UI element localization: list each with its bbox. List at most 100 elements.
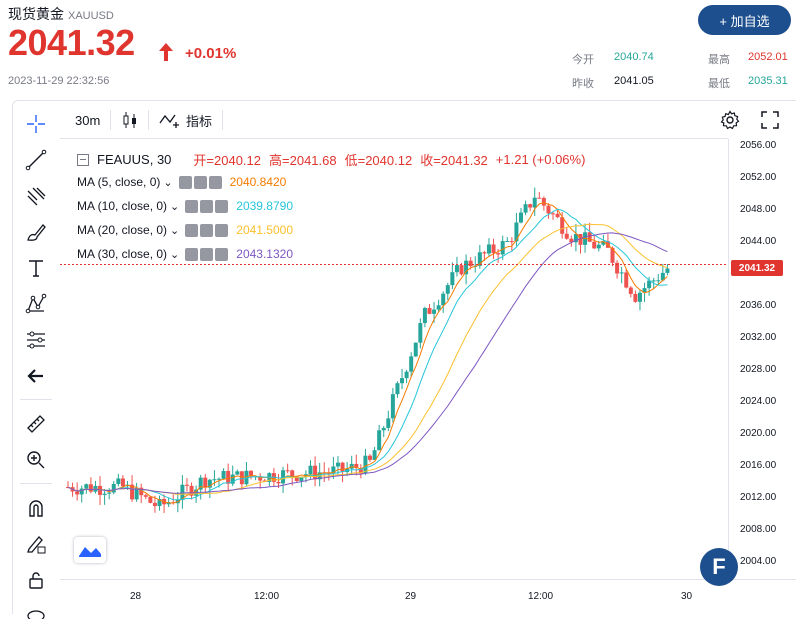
zoom-in-icon[interactable] [22, 446, 50, 474]
instrument-symbol: XAUUSD [68, 10, 114, 22]
candle-type-icon[interactable] [122, 109, 138, 131]
ohlc-legend: FEAUUS, 30 开=2040.12 高=2041.68 低=2040.12… [77, 150, 585, 169]
candle-body [477, 252, 482, 266]
settings-gear-icon[interactable] [720, 109, 740, 131]
candle-body [500, 241, 505, 255]
candle-body [637, 292, 642, 302]
chevron-down-icon[interactable]: ⌄ [170, 200, 180, 213]
close-icon[interactable] [215, 247, 229, 261]
candle-body [665, 268, 670, 273]
ma-legend-row[interactable]: MA (30, close, 0) ⌄ 2043.1320 [77, 247, 293, 261]
gear-icon[interactable] [200, 223, 214, 237]
ma-legend-row[interactable]: MA (5, close, 0) ⌄ 2040.8420 [77, 175, 286, 189]
candle-body [491, 244, 496, 254]
chart-logo-icon[interactable] [74, 537, 106, 563]
candle-body [496, 253, 501, 255]
chevron-down-icon[interactable]: ⌄ [163, 176, 173, 189]
text-tool-icon[interactable] [22, 254, 50, 282]
eye-icon[interactable] [185, 247, 199, 261]
candle-body [528, 204, 533, 208]
measure-range-icon[interactable] [22, 326, 50, 354]
eye-icon[interactable] [178, 175, 192, 189]
ma-legend-row[interactable]: MA (10, close, 0) ⌄ 2039.8790 [77, 199, 293, 213]
eye-icon[interactable] [185, 199, 199, 213]
visibility-icon[interactable] [22, 598, 50, 626]
collapse-icon[interactable] [77, 153, 89, 166]
gear-icon[interactable] [200, 199, 214, 213]
ma-value: 2043.1320 [236, 247, 293, 261]
candle-body [88, 484, 93, 492]
candle-body [413, 342, 418, 357]
legend-open: 开=2040.12 [193, 153, 262, 168]
candle-body [450, 272, 455, 286]
ma-label: MA (10, close, 0) [77, 199, 168, 213]
fib-retracement-icon[interactable] [22, 182, 50, 210]
close-icon[interactable] [215, 199, 229, 213]
candle-body [404, 371, 409, 379]
candle-body [258, 476, 263, 481]
ma-value: 2040.8420 [229, 175, 287, 189]
candle-body [441, 293, 446, 306]
candle-body [418, 323, 423, 343]
low-label: 最低 [708, 78, 730, 90]
candle-body [436, 305, 441, 310]
lock-pencil-icon[interactable] [22, 530, 50, 558]
candle-body [546, 205, 551, 214]
lock-icon[interactable] [22, 566, 50, 594]
magnet-icon[interactable] [22, 494, 50, 522]
trend-line-icon[interactable] [22, 146, 50, 174]
close-icon[interactable] [208, 175, 222, 189]
candle-body [189, 485, 194, 496]
price-axis[interactable]: 2056.002052.002048.002044.002040.002036.… [728, 138, 796, 578]
interval-selector[interactable]: 30m [75, 112, 101, 128]
candle-body [235, 471, 240, 475]
candle-body [541, 197, 546, 206]
gear-icon[interactable] [200, 247, 214, 261]
last-price-tag: 2041.32 [731, 260, 783, 276]
fullscreen-icon[interactable] [760, 109, 780, 131]
add-watchlist-button[interactable]: + 加自选 [698, 5, 791, 35]
ruler-icon[interactable] [22, 410, 50, 438]
candle-body [619, 272, 624, 274]
chevron-down-icon[interactable]: ⌄ [170, 248, 180, 261]
crosshair-icon[interactable] [22, 110, 50, 138]
timestamp: 2023-11-29 22:32:56 [8, 75, 110, 87]
candle-body [610, 247, 615, 263]
gear-icon[interactable] [193, 175, 207, 189]
candle-body [454, 265, 459, 273]
candle-body [230, 474, 235, 484]
candlestick-chart[interactable] [60, 139, 728, 579]
chevron-down-icon[interactable]: ⌄ [170, 224, 180, 237]
candle-body [294, 476, 299, 482]
time-tick-label: 30 [681, 591, 693, 602]
close-icon[interactable] [215, 223, 229, 237]
candle-body [560, 217, 565, 234]
candle-body [98, 485, 103, 495]
price-tick-label: 2020.00 [740, 428, 777, 439]
back-arrow-icon[interactable] [22, 362, 50, 390]
toolbar-divider [222, 110, 223, 130]
price-tick-label: 2044.00 [740, 236, 777, 247]
indicators-button[interactable]: 指标 [158, 109, 212, 131]
candle-body [308, 465, 313, 475]
candle-body [628, 287, 633, 294]
candle-body [249, 470, 254, 477]
candle-body [551, 213, 556, 215]
candle-body [79, 488, 84, 495]
candle-body [134, 487, 139, 500]
candle-body [445, 285, 450, 294]
prev-close-value: 2041.05 [614, 75, 654, 87]
candle-body [143, 495, 148, 497]
brush-icon[interactable] [22, 218, 50, 246]
candle-body [244, 470, 249, 485]
ma-value: 2041.5000 [236, 223, 293, 237]
candle-body [660, 272, 665, 281]
candle-body [239, 471, 244, 485]
price-tick-label: 2048.00 [740, 204, 777, 215]
ma-legend-row[interactable]: MA (20, close, 0) ⌄ 2041.5000 [77, 223, 293, 237]
pattern-icon[interactable] [22, 290, 50, 318]
candle-body [532, 197, 537, 208]
eye-icon[interactable] [185, 223, 199, 237]
toolbar-divider [148, 110, 149, 130]
ma-label: MA (20, close, 0) [77, 223, 168, 237]
